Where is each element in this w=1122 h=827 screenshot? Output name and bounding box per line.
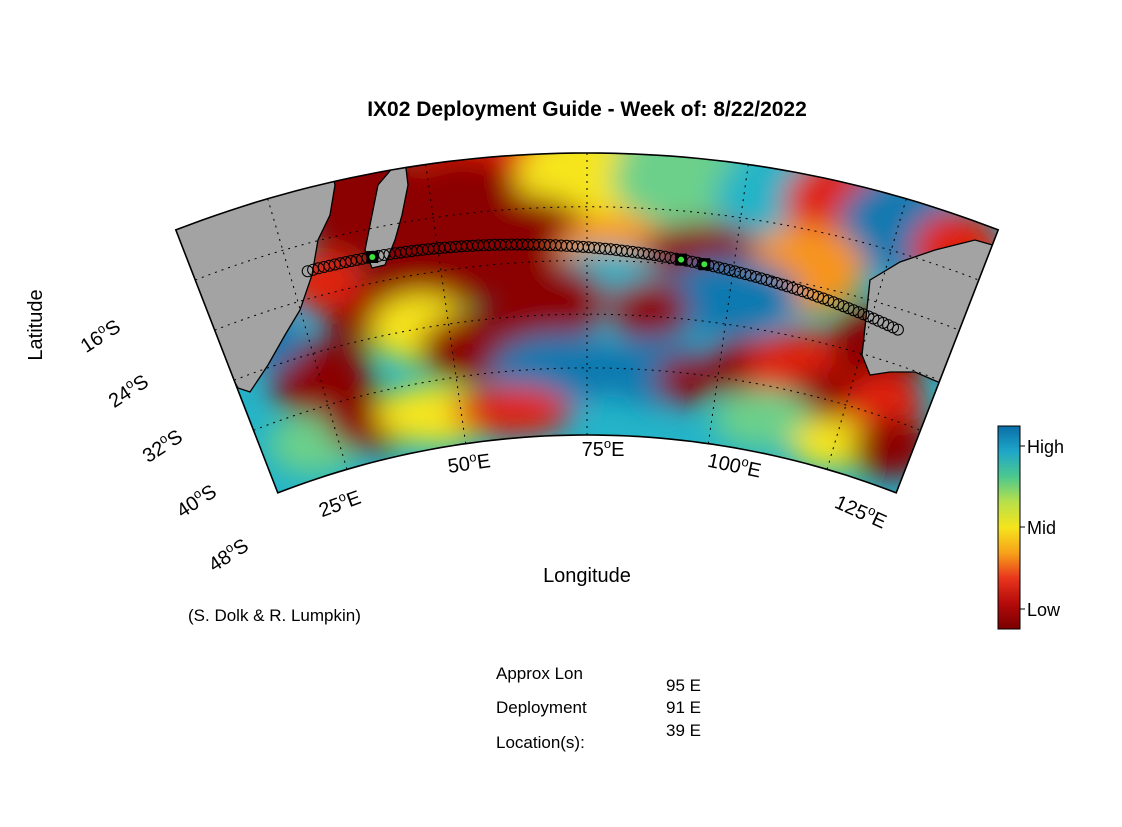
parallel	[214, 259, 960, 331]
chart-title: IX02 Deployment Guide - Week of: 8/22/20…	[367, 98, 807, 121]
ship-track	[301, 238, 904, 336]
lon-tick-hemi: E	[344, 487, 364, 512]
lon-tick-hemi: E	[611, 439, 624, 461]
meridian	[707, 164, 749, 444]
y-axis-label: Latitude	[25, 289, 47, 360]
deployment-marker-dot	[701, 261, 708, 268]
lon-tick-label: 125oE	[831, 489, 890, 534]
info-value-2: 91 E	[666, 698, 701, 717]
lat-tick-label: 24oS	[103, 368, 153, 412]
x-axis-label: Longitude	[543, 565, 631, 587]
track-point	[827, 296, 840, 309]
map-frame	[174, 152, 1000, 494]
colorbar-label-high: High	[1027, 437, 1064, 457]
track-point	[301, 265, 314, 278]
field-blob	[608, 279, 689, 340]
colorbar-gradient	[997, 425, 1021, 630]
deployment-markers	[366, 251, 711, 271]
colorbar: High Mid Low	[997, 425, 1064, 630]
field-blob	[851, 418, 932, 479]
info-value-1: 95 E	[666, 676, 701, 695]
color-field	[175, 153, 999, 493]
track-point	[891, 323, 904, 336]
parallel	[195, 206, 979, 281]
info-label-line-1: Approx Lon	[496, 664, 583, 683]
lat-tick-hemi: S	[130, 371, 153, 397]
lon-tick-degree-sign: o	[336, 488, 348, 505]
lon-tick-deg: 125	[831, 491, 870, 525]
field-blob	[712, 389, 813, 449]
track-point	[852, 306, 865, 319]
lat-tick-hemi: S	[164, 426, 187, 452]
lat-tick-label: 48oS	[203, 532, 253, 576]
lon-tick-hemi: E	[476, 450, 492, 474]
credit-text: (S. Dolk & R. Lumpkin)	[188, 606, 361, 625]
lat-tick-label: 40oS	[171, 478, 221, 522]
graticule	[195, 153, 979, 470]
lon-tick-deg: 100	[706, 450, 743, 478]
colorbar-label-mid: Mid	[1027, 518, 1056, 538]
deployment-marker-dot	[678, 256, 685, 263]
lon-tick-degree-sign: o	[740, 454, 750, 470]
lat-tick-label: 16oS	[75, 313, 125, 357]
lon-tick-label: 75oE	[582, 436, 625, 461]
lon-tick-degree-sign: o	[468, 449, 477, 465]
lon-tick-deg: 50	[446, 453, 471, 478]
lon-tick-degree-sign: o	[604, 436, 611, 451]
lat-tick-hemi: S	[102, 316, 125, 342]
meridian	[267, 198, 348, 470]
field-blob	[845, 373, 926, 434]
lon-tick-label: 50oE	[446, 447, 492, 478]
parallel	[233, 313, 941, 381]
track-point	[832, 298, 845, 311]
track-point	[847, 304, 860, 317]
track-point	[817, 292, 830, 305]
lon-tick-label: 25oE	[315, 484, 364, 522]
field-blobs	[232, 153, 999, 479]
deployment-info: Approx Lon Deployment Location(s): 95 E …	[496, 664, 701, 752]
info-value-3: 39 E	[666, 721, 701, 740]
track-point	[862, 310, 875, 323]
field-blob	[451, 386, 572, 437]
deployment-marker-dot	[369, 254, 376, 260]
map-panel	[174, 152, 1000, 494]
lat-tick-label: 32oS	[137, 423, 187, 467]
meridian	[826, 198, 907, 470]
parallel	[253, 367, 921, 431]
track-point	[837, 300, 850, 313]
lat-tick-hemi: S	[198, 481, 221, 507]
info-label-line-2: Deployment	[496, 698, 587, 717]
lon-tick-deg: 75	[582, 439, 604, 461]
field-blob	[655, 354, 716, 405]
lon-tick-hemi: E	[745, 458, 763, 482]
info-label-line-3: Location(s):	[496, 733, 585, 752]
track-point	[842, 302, 855, 315]
meridian	[425, 164, 467, 444]
colorbar-label-low: Low	[1027, 600, 1061, 620]
lat-tick-hemi: S	[230, 535, 253, 561]
